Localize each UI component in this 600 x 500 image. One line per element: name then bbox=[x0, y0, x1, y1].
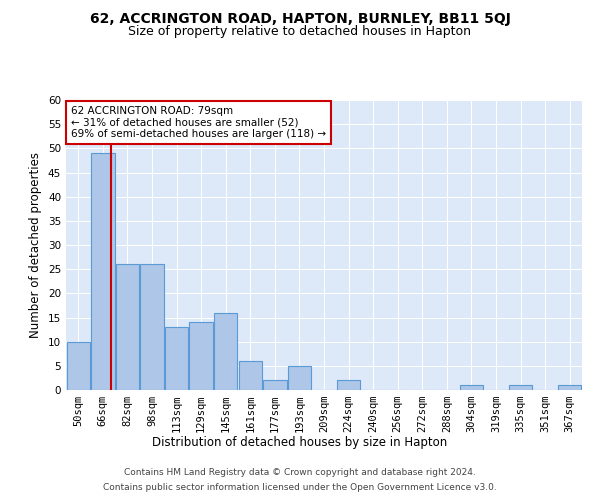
Bar bbox=[214, 312, 238, 390]
Text: Distribution of detached houses by size in Hapton: Distribution of detached houses by size … bbox=[152, 436, 448, 449]
Bar bbox=[239, 361, 262, 390]
Bar bbox=[165, 327, 188, 390]
Text: 62 ACCRINGTON ROAD: 79sqm
← 31% of detached houses are smaller (52)
69% of semi-: 62 ACCRINGTON ROAD: 79sqm ← 31% of detac… bbox=[71, 106, 326, 139]
Bar bbox=[263, 380, 287, 390]
Bar bbox=[509, 385, 532, 390]
Text: 62, ACCRINGTON ROAD, HAPTON, BURNLEY, BB11 5QJ: 62, ACCRINGTON ROAD, HAPTON, BURNLEY, BB… bbox=[89, 12, 511, 26]
Bar bbox=[140, 264, 164, 390]
Bar bbox=[67, 342, 90, 390]
Bar bbox=[558, 385, 581, 390]
Bar bbox=[116, 264, 139, 390]
Text: Contains HM Land Registry data © Crown copyright and database right 2024.: Contains HM Land Registry data © Crown c… bbox=[124, 468, 476, 477]
Text: Size of property relative to detached houses in Hapton: Size of property relative to detached ho… bbox=[128, 25, 472, 38]
Y-axis label: Number of detached properties: Number of detached properties bbox=[29, 152, 43, 338]
Bar bbox=[337, 380, 360, 390]
Text: Contains public sector information licensed under the Open Government Licence v3: Contains public sector information licen… bbox=[103, 483, 497, 492]
Bar bbox=[460, 385, 483, 390]
Bar bbox=[91, 153, 115, 390]
Bar bbox=[288, 366, 311, 390]
Bar bbox=[190, 322, 213, 390]
